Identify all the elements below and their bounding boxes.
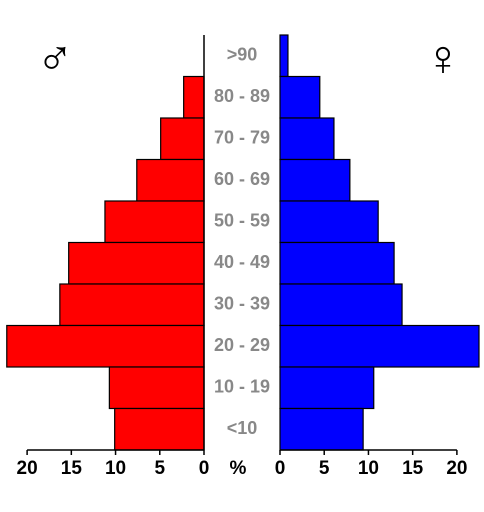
x-tick-label: 20: [17, 458, 38, 479]
bar: [114, 407, 205, 451]
bar: [160, 117, 205, 161]
x-tick-label: 0: [275, 458, 286, 479]
bar: [279, 75, 321, 119]
legend-symbol: ♂: [36, 30, 74, 86]
category-label: 50 - 59: [214, 211, 270, 231]
x-tick-label: 5: [319, 458, 330, 479]
category-label: 10 - 19: [214, 377, 270, 397]
bar: [59, 283, 205, 327]
category-label: 40 - 49: [214, 252, 270, 272]
category-label: 30 - 39: [214, 294, 270, 314]
category-label: 70 - 79: [214, 128, 270, 148]
bar: [108, 366, 205, 410]
category-label: 20 - 29: [214, 335, 270, 355]
bar: [279, 324, 480, 368]
bar: [6, 324, 205, 368]
bar: [279, 241, 395, 285]
bar: [279, 200, 379, 244]
bar: [279, 407, 364, 451]
x-tick-label: 15: [61, 458, 83, 479]
unit-label: %: [230, 458, 247, 479]
category-label: 80 - 89: [214, 86, 270, 106]
bar: [68, 241, 205, 285]
x-tick-label: 20: [446, 458, 467, 479]
category-label: <10: [227, 418, 258, 438]
category-label: >90: [227, 45, 258, 65]
bar: [279, 158, 351, 202]
bar: [136, 158, 205, 202]
legend-symbol: ♀: [424, 30, 462, 86]
category-label: 60 - 69: [214, 169, 270, 189]
x-tick-label: 5: [154, 458, 165, 479]
bar: [279, 117, 335, 161]
x-tick-label: 10: [105, 458, 126, 479]
bar: [104, 200, 205, 244]
bar: [279, 283, 403, 327]
bar: [279, 34, 289, 78]
x-tick-label: 15: [402, 458, 424, 479]
x-tick-label: 10: [358, 458, 379, 479]
bar: [279, 366, 375, 410]
bar: [183, 75, 205, 119]
x-tick-label: 0: [199, 458, 210, 479]
